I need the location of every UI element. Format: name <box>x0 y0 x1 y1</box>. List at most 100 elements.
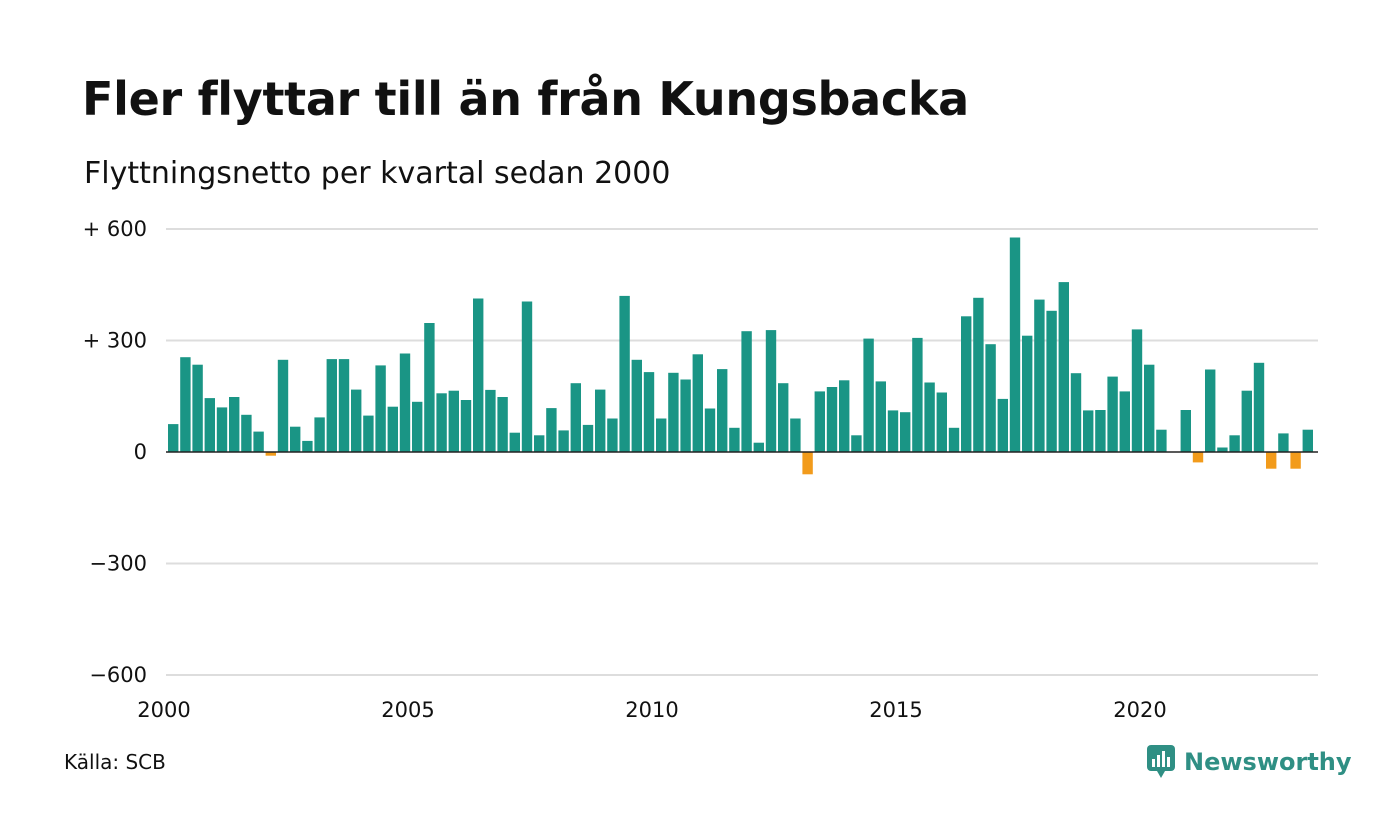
bar <box>595 389 606 452</box>
bar <box>168 424 179 452</box>
bar <box>314 417 325 452</box>
bar <box>558 430 569 452</box>
y-tick-label: + 600 <box>83 217 147 241</box>
x-tick-label: 2005 <box>381 698 434 722</box>
bar <box>1083 410 1094 452</box>
bar <box>729 427 740 452</box>
bar <box>460 400 472 452</box>
bar <box>192 364 203 452</box>
bar <box>363 415 374 452</box>
bar <box>1046 310 1057 452</box>
y-tick-label: −300 <box>89 552 147 576</box>
bar <box>1266 452 1277 469</box>
bar <box>253 431 264 452</box>
chart-title: Fler flyttar till än från Kungsbacka <box>82 72 969 126</box>
bar <box>204 398 215 452</box>
bar <box>607 418 618 452</box>
bar <box>1095 410 1106 452</box>
x-axis-ticks: 2000 2005 2010 2015 2020 <box>137 698 1166 722</box>
bar <box>1131 329 1143 452</box>
bar <box>1217 447 1228 452</box>
bar <box>863 338 874 452</box>
bar <box>1009 237 1021 452</box>
bar <box>473 298 484 452</box>
bar <box>692 354 703 452</box>
bar <box>1058 282 1069 452</box>
bar <box>839 380 850 452</box>
source-note: Källa: SCB <box>64 750 166 774</box>
bar <box>1144 364 1155 452</box>
bar <box>582 424 594 452</box>
bar <box>265 452 276 456</box>
bar <box>619 295 630 452</box>
bar <box>924 382 935 452</box>
bar <box>351 389 362 452</box>
bar <box>290 426 301 452</box>
x-tick-label: 2010 <box>625 698 678 722</box>
bar <box>229 397 240 452</box>
bar <box>448 390 459 452</box>
bar <box>704 408 716 452</box>
bar <box>1229 435 1240 452</box>
bar <box>741 331 752 452</box>
bar <box>546 408 557 452</box>
bar <box>387 406 398 452</box>
y-tick-label: 0 <box>134 440 147 464</box>
bar <box>826 387 838 452</box>
y-tick-label: + 300 <box>83 329 147 353</box>
bar <box>887 410 899 452</box>
y-axis-ticks: + 600 + 300 0 −300 −600 <box>83 217 147 687</box>
bar <box>936 392 947 452</box>
newsworthy-logo-icon <box>1147 745 1175 778</box>
bar <box>277 359 289 452</box>
bar <box>1290 452 1301 469</box>
bar <box>216 407 228 452</box>
bar-series <box>168 237 1313 475</box>
bar <box>521 301 533 452</box>
bar <box>180 357 191 452</box>
bar <box>1205 369 1216 452</box>
x-tick-label: 2000 <box>137 698 190 722</box>
bar <box>765 330 777 452</box>
bar <box>1156 429 1167 452</box>
bar <box>1253 362 1265 452</box>
bar <box>326 359 337 452</box>
bar <box>753 442 764 452</box>
bar <box>802 452 813 475</box>
bar <box>912 337 923 452</box>
bar <box>399 353 411 452</box>
bar <box>851 435 862 452</box>
x-tick-label: 2015 <box>869 698 922 722</box>
bar <box>1034 299 1045 452</box>
bar <box>778 383 789 452</box>
bar <box>814 391 825 452</box>
x-tick-label: 2020 <box>1113 698 1166 722</box>
bar <box>1278 433 1289 452</box>
brand-logo: Newsworthy <box>1146 744 1352 780</box>
bar <box>973 297 984 452</box>
bar <box>302 440 313 452</box>
bar <box>631 359 642 452</box>
bar <box>961 316 972 452</box>
chart-subtitle: Flyttningsnetto per kvartal sedan 2000 <box>84 156 671 191</box>
bar <box>790 418 801 452</box>
bar <box>338 359 350 452</box>
bar <box>1070 373 1082 452</box>
bar <box>1119 391 1130 452</box>
bar <box>900 412 911 452</box>
bar <box>1302 429 1313 452</box>
bar <box>1192 452 1204 463</box>
bar <box>643 372 655 452</box>
brand-name: Newsworthy <box>1184 748 1352 776</box>
bar <box>570 383 581 452</box>
bar <box>509 432 520 452</box>
y-tick-label: −600 <box>89 663 147 687</box>
bar <box>497 397 508 452</box>
bar <box>485 389 496 452</box>
bar <box>997 398 1008 452</box>
bar <box>241 414 252 452</box>
bar <box>948 427 960 452</box>
bar <box>1107 376 1118 452</box>
bar <box>717 369 728 452</box>
